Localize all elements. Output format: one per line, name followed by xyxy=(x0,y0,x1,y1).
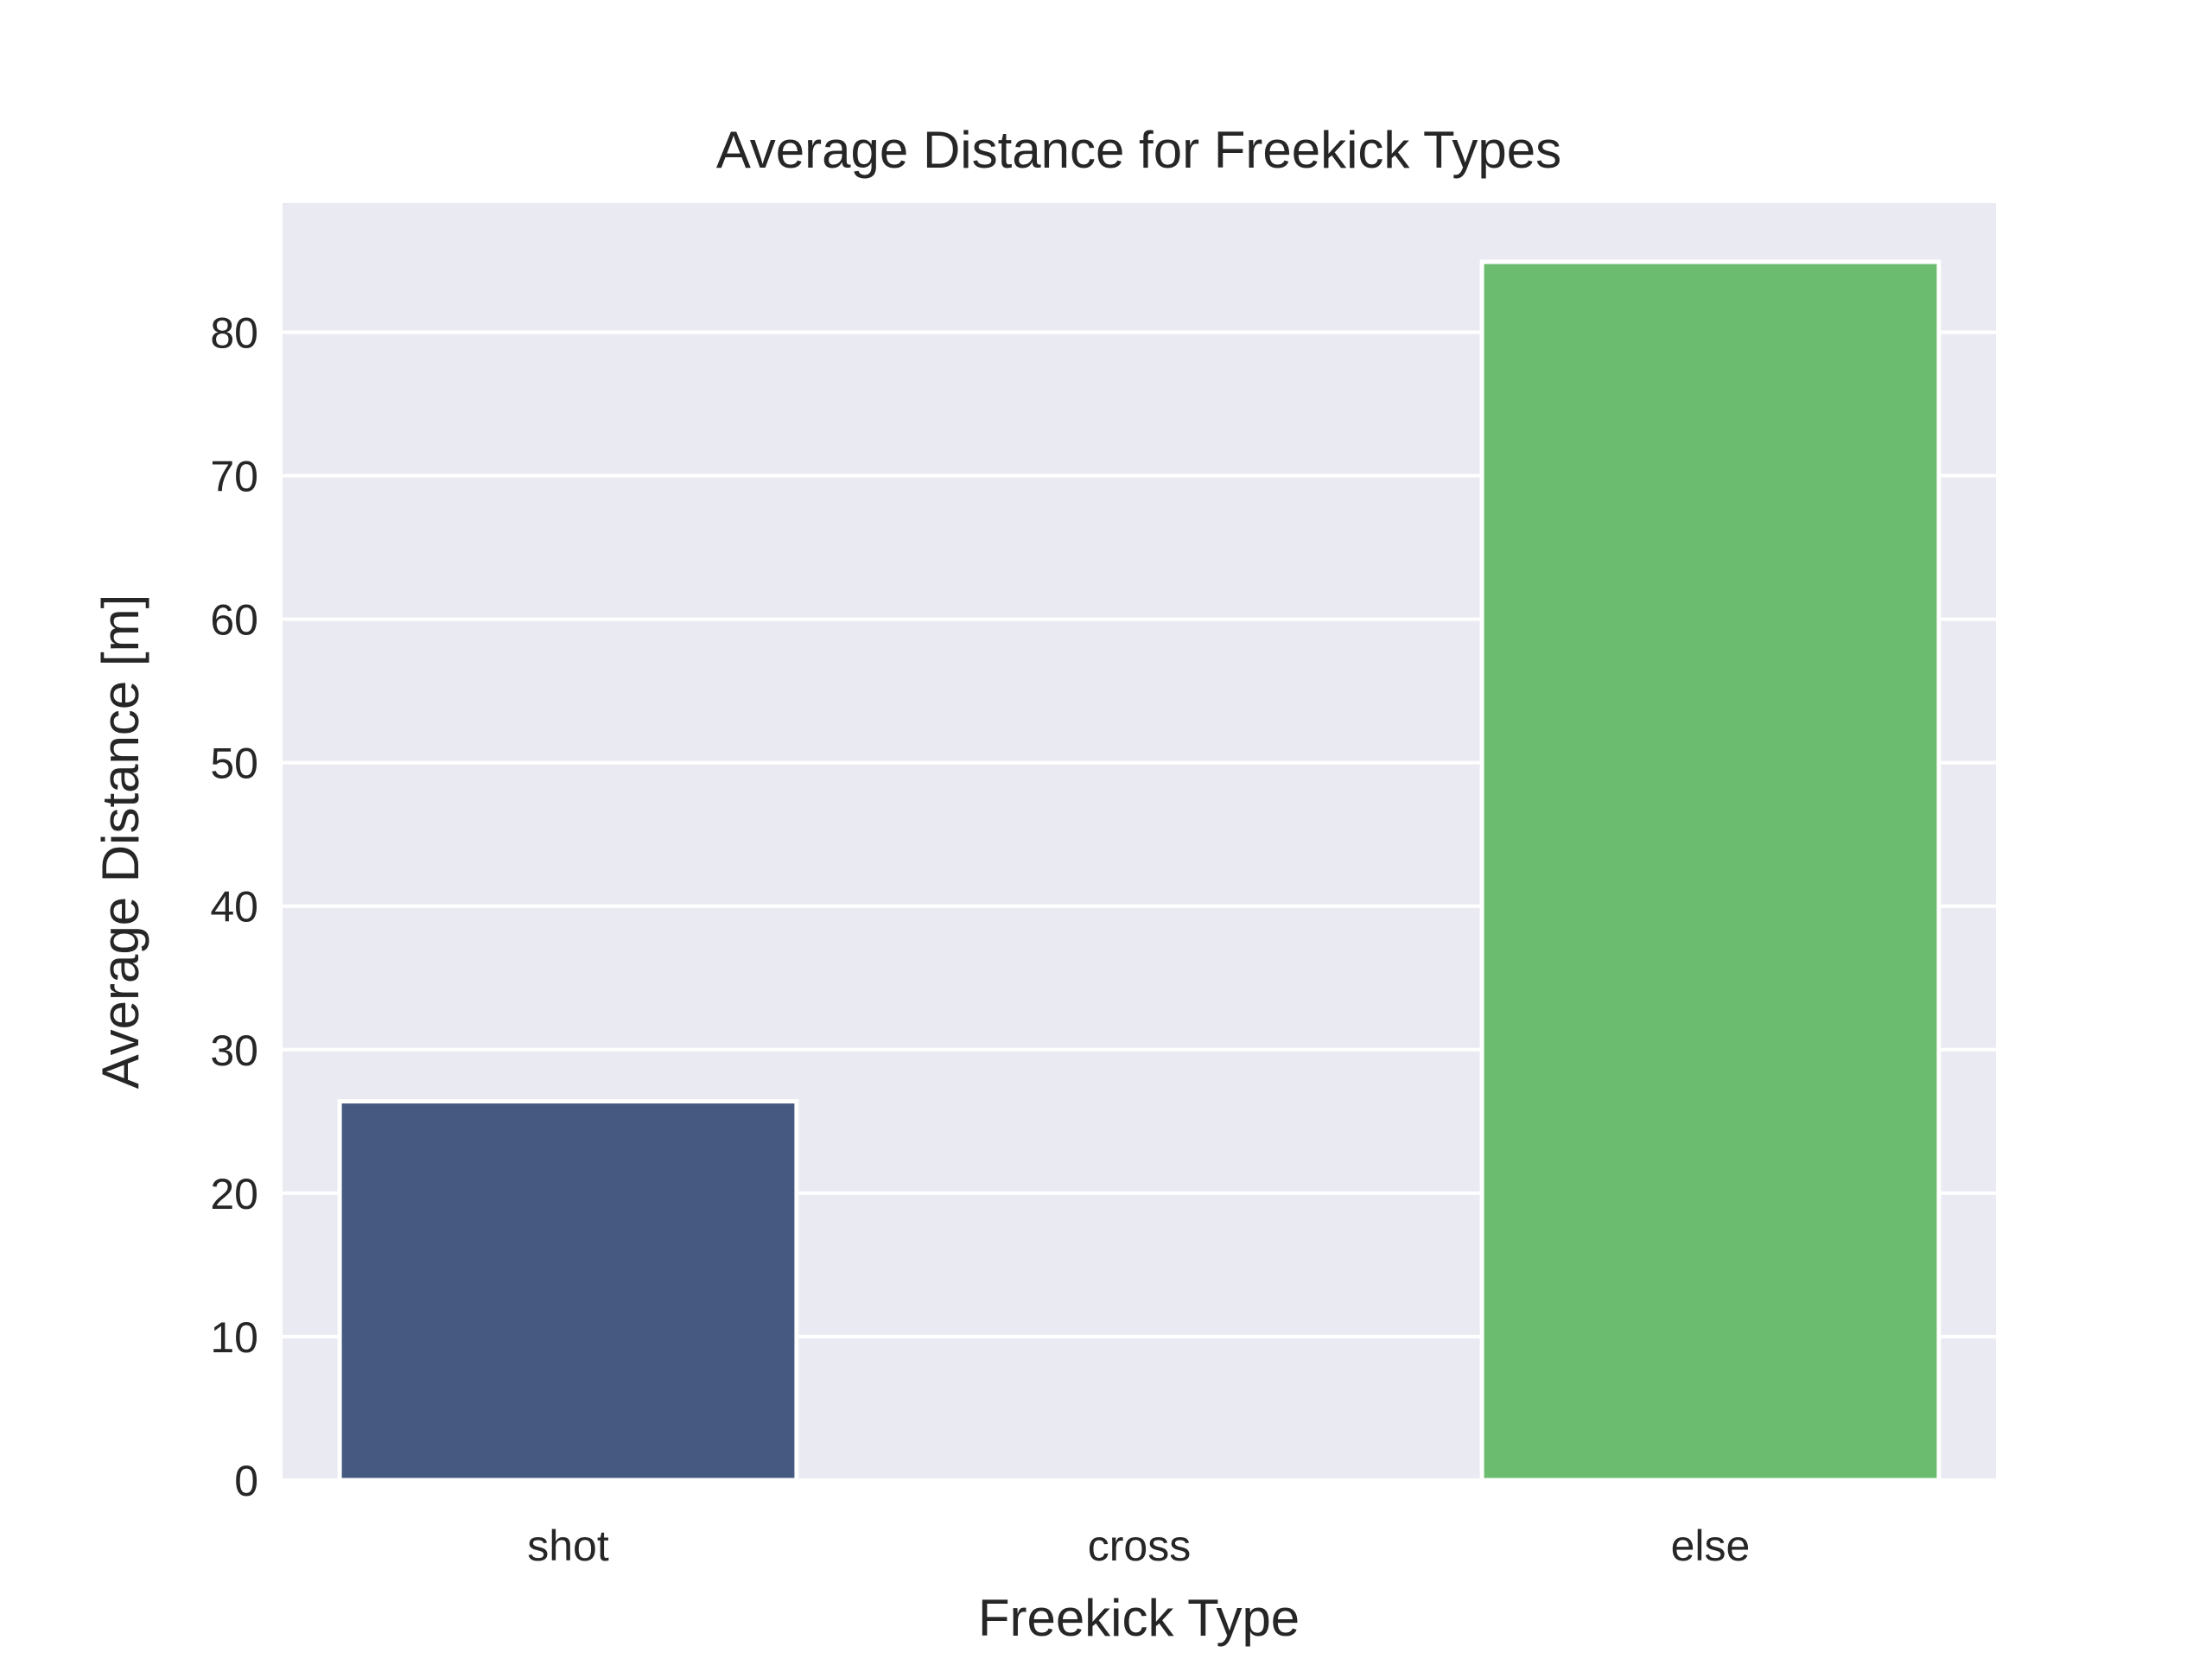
bars xyxy=(337,259,1942,1483)
bar-shot xyxy=(337,1099,799,1483)
x-tick-label-cross: cross xyxy=(1088,1522,1191,1570)
y-tick-label: 80 xyxy=(210,308,258,357)
y-tick-label: 20 xyxy=(210,1170,258,1218)
y-tick-labels: 0 10 20 30 40 50 60 70 80 xyxy=(210,308,258,1505)
y-tick-label: 0 xyxy=(234,1457,258,1505)
y-tick-label: 30 xyxy=(210,1027,258,1075)
x-tick-label-shot: shot xyxy=(527,1522,609,1570)
y-tick-label: 40 xyxy=(210,883,258,931)
x-axis-title: Freekick Type xyxy=(978,1589,1300,1647)
bar-else xyxy=(1479,259,1942,1483)
chart-title: Average Distance for Freekick Types xyxy=(716,121,1561,179)
y-tick-label: 10 xyxy=(210,1313,258,1362)
x-tick-labels: shot cross else xyxy=(527,1522,1750,1570)
y-tick-label: 70 xyxy=(210,453,258,501)
x-tick-label-else: else xyxy=(1671,1522,1751,1570)
y-tick-label: 60 xyxy=(210,596,258,645)
y-tick-label: 50 xyxy=(210,740,258,788)
y-axis-title: Average Distance [m] xyxy=(92,594,149,1090)
